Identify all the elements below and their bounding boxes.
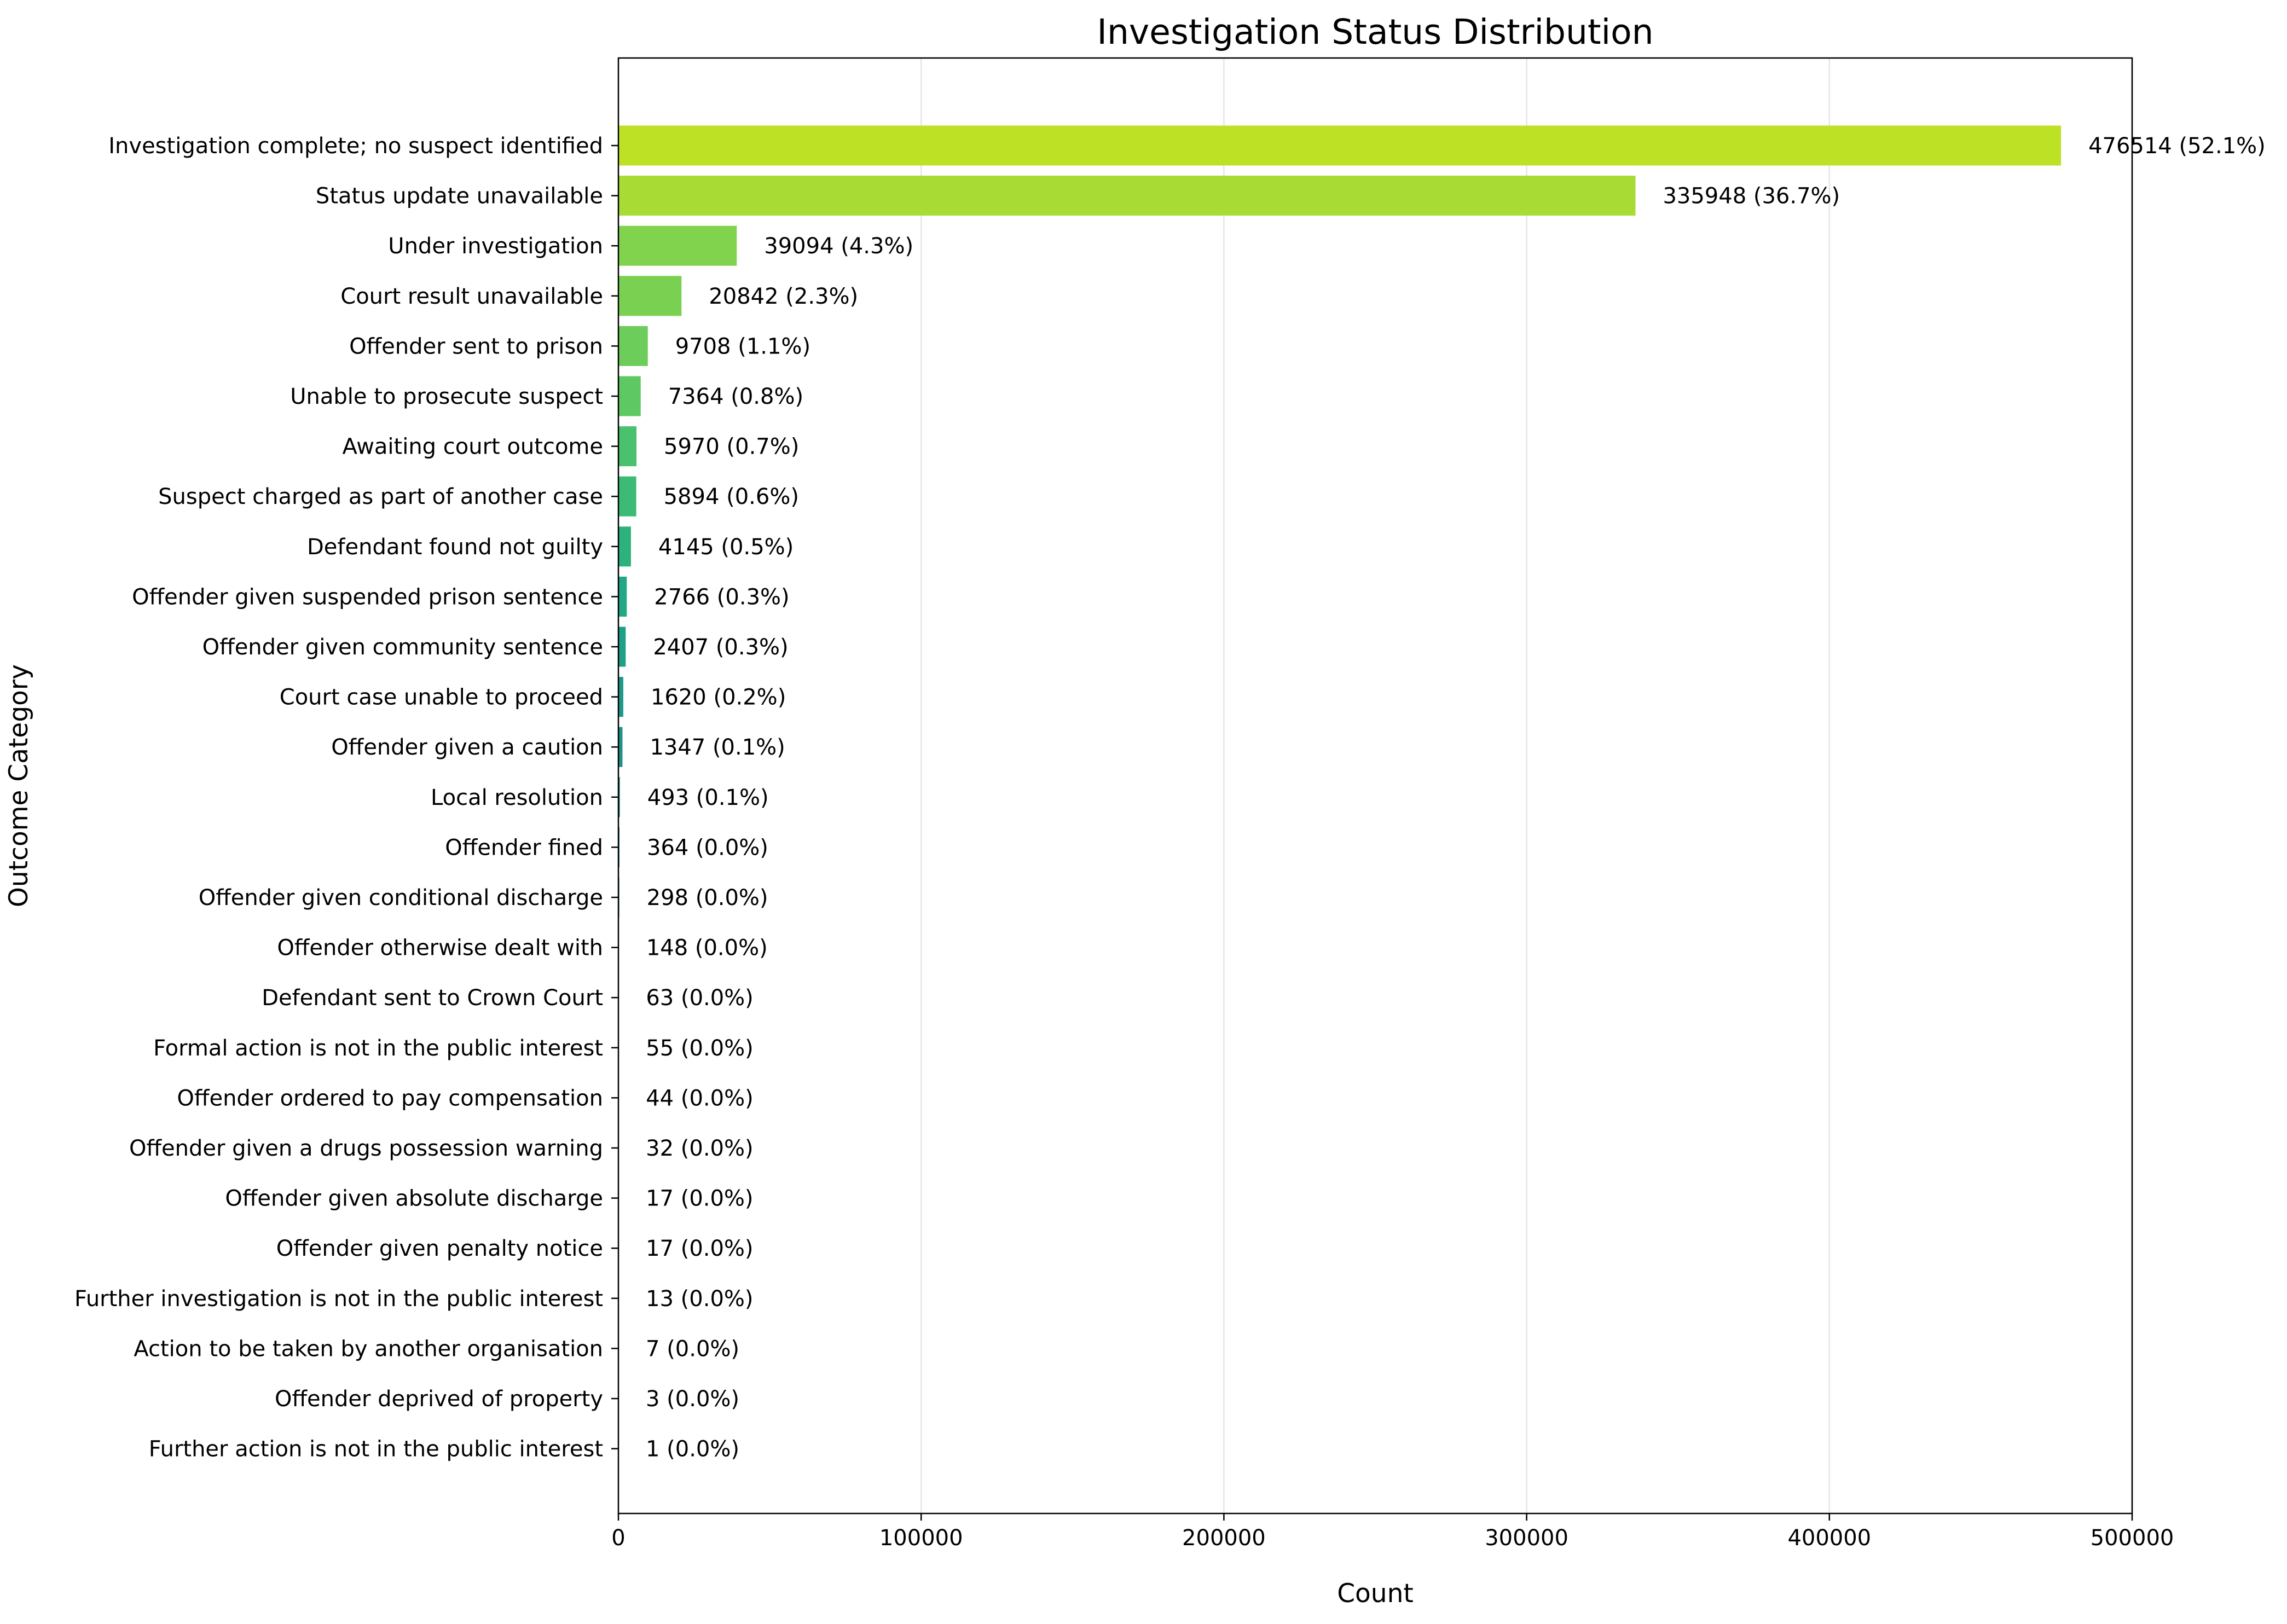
- category-label: Formal action is not in the public inter…: [153, 1036, 603, 1061]
- data-label: 13 (0.0%): [646, 1286, 753, 1312]
- bar: [618, 576, 627, 617]
- category-label: Offender deprived of property: [275, 1387, 603, 1412]
- y-axis-label: Outcome Category: [4, 664, 34, 907]
- category-label: Action to be taken by another organisati…: [134, 1336, 603, 1361]
- bar: [618, 376, 641, 416]
- category-label: Offender given a caution: [331, 735, 603, 760]
- data-label: 493 (0.1%): [647, 785, 769, 810]
- category-label: Unable to prosecute suspect: [290, 384, 603, 409]
- x-axis-ticks: 0 100000 200000 300000 400000 500000: [611, 1513, 2174, 1551]
- x-axis-label: Count: [1337, 1579, 1414, 1609]
- data-label: 32 (0.0%): [646, 1136, 753, 1161]
- category-label: Awaiting court outcome: [342, 434, 603, 460]
- category-label: Court case unable to proceed: [280, 685, 603, 710]
- data-label: 5894 (0.6%): [664, 484, 799, 509]
- data-label: 2766 (0.3%): [654, 584, 789, 610]
- x-tick-label: 200000: [1182, 1526, 1266, 1551]
- data-label: 55 (0.0%): [646, 1036, 753, 1061]
- bar: [618, 176, 1636, 216]
- data-label: 2407 (0.3%): [653, 635, 788, 660]
- category-label: Offender given absolute discharge: [225, 1186, 603, 1211]
- category-label: Offender given penalty notice: [276, 1236, 603, 1261]
- data-label: 7364 (0.8%): [668, 384, 803, 409]
- data-label: 1620 (0.2%): [651, 685, 786, 710]
- data-label: 1 (0.0%): [646, 1437, 739, 1462]
- data-label: 63 (0.0%): [646, 985, 753, 1011]
- data-label: 5970 (0.7%): [664, 434, 799, 460]
- data-labels: 476514 (52.1%) 335948 (36.7%) 39094 (4.3%)…: [646, 134, 2266, 1462]
- bars: [618, 125, 2062, 1469]
- bar: [618, 777, 620, 817]
- data-label: 3 (0.0%): [646, 1387, 739, 1412]
- category-label: Under investigation: [388, 234, 603, 259]
- category-label: Investigation complete; no suspect ident…: [108, 134, 603, 159]
- category-label: Suspect charged as part of another case: [158, 484, 603, 509]
- data-label: 1347 (0.1%): [650, 735, 785, 760]
- category-label: Offender ordered to pay compensation: [177, 1086, 603, 1111]
- bar: [618, 225, 737, 266]
- x-tick-label: 100000: [879, 1526, 963, 1551]
- category-label: Offender given conditional discharge: [199, 885, 603, 910]
- category-label: Defendant found not guilty: [307, 535, 603, 560]
- bar: [618, 526, 631, 567]
- data-label: 17 (0.0%): [646, 1186, 753, 1211]
- bar: [618, 727, 623, 767]
- data-label: 364 (0.0%): [647, 835, 768, 860]
- data-label: 7 (0.0%): [646, 1336, 739, 1361]
- x-tick-label: 500000: [2091, 1526, 2174, 1551]
- bar: [618, 677, 623, 717]
- data-label: 4145 (0.5%): [658, 535, 794, 560]
- category-label: Defendant sent to Crown Court: [262, 985, 603, 1011]
- data-label: 44 (0.0%): [646, 1086, 753, 1111]
- category-label: Offender otherwise dealt with: [277, 936, 603, 961]
- category-label: Status update unavailable: [316, 184, 603, 209]
- plot-frame: [617, 57, 2133, 1515]
- category-label: Offender fined: [445, 835, 603, 860]
- data-label: 335948 (36.7%): [1663, 184, 1840, 209]
- category-label: Offender sent to prison: [349, 334, 603, 359]
- category-label: Offender given suspended prison sentence: [132, 584, 603, 610]
- data-label: 148 (0.0%): [646, 936, 768, 961]
- chart-title: Investigation Status Distribution: [1097, 12, 1653, 52]
- data-label: 9708 (1.1%): [675, 334, 810, 359]
- bar: [618, 426, 637, 467]
- data-label: 39094 (4.3%): [764, 234, 913, 259]
- category-label: Offender given community sentence: [202, 635, 603, 660]
- bar: [618, 476, 636, 517]
- bar: [618, 627, 626, 667]
- bar: [618, 326, 648, 366]
- data-label: 17 (0.0%): [646, 1236, 753, 1261]
- data-label: 298 (0.0%): [647, 885, 768, 910]
- bar: [618, 276, 682, 316]
- x-tick-label: 300000: [1485, 1526, 1568, 1551]
- bar: [618, 125, 2062, 166]
- x-tick-label: 0: [611, 1526, 625, 1551]
- category-label: Further action is not in the public inte…: [149, 1437, 603, 1462]
- category-label: Local resolution: [431, 785, 603, 810]
- y-axis-ticks: Investigation complete; no suspect ident…: [74, 134, 618, 1462]
- category-label: Offender given a drugs possession warnin…: [129, 1136, 603, 1161]
- data-label: 476514 (52.1%): [2088, 134, 2266, 159]
- category-label: Further investigation is not in the publ…: [74, 1286, 603, 1312]
- x-tick-label: 400000: [1787, 1526, 1871, 1551]
- data-label: 20842 (2.3%): [709, 284, 858, 309]
- category-label: Court result unavailable: [340, 284, 603, 309]
